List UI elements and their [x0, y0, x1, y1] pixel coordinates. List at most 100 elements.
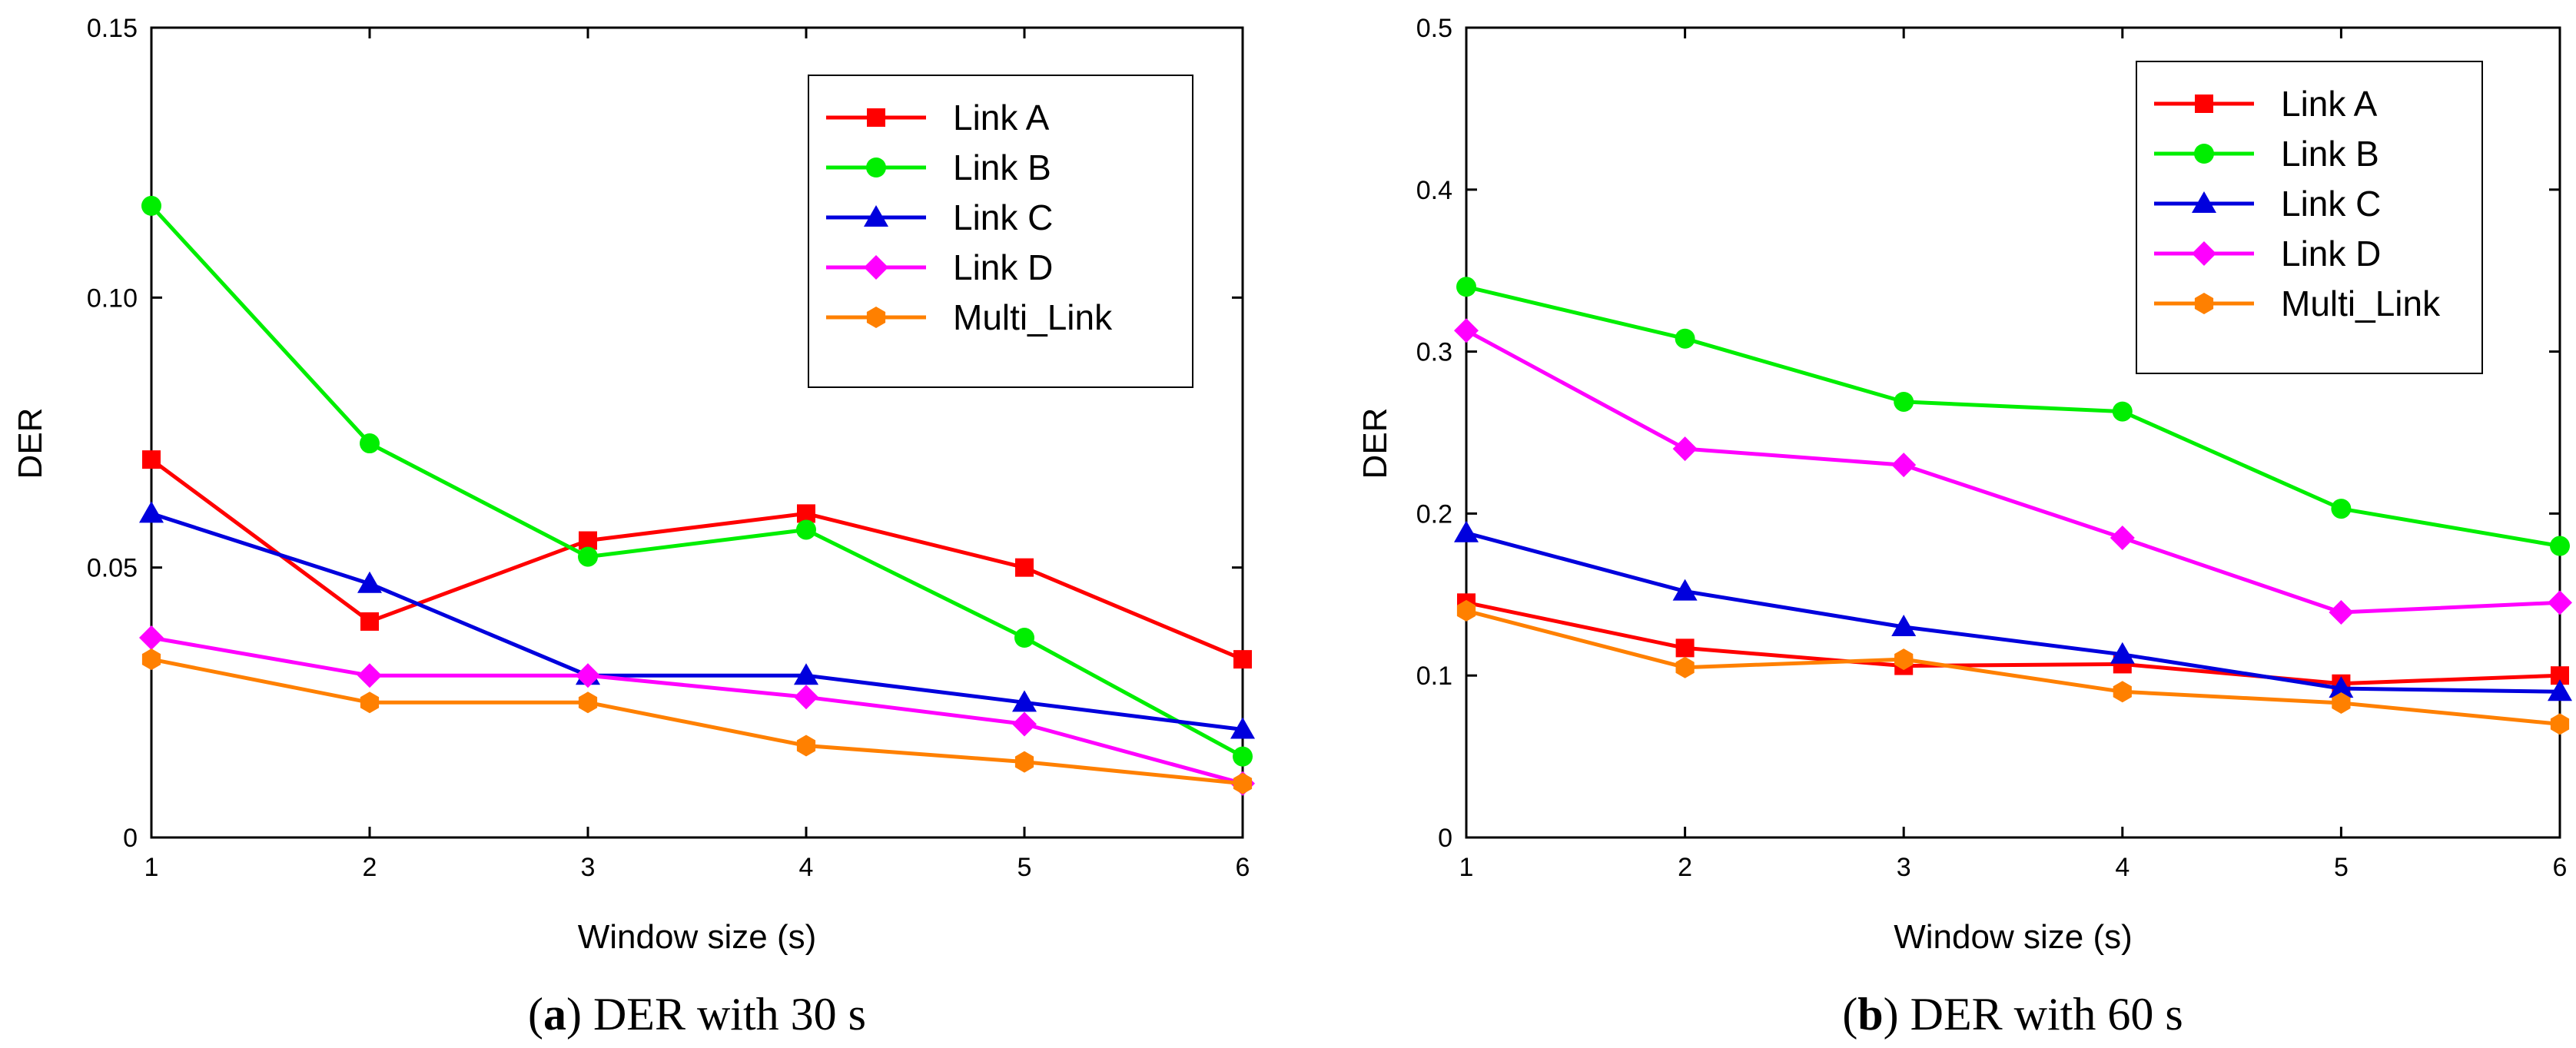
- data-point: [360, 612, 379, 631]
- legend-marker: [864, 255, 888, 280]
- series-line: [150, 458, 1243, 662]
- data-point: [1014, 751, 1034, 773]
- y-tick-label: 0: [123, 824, 138, 853]
- series-link-b: [141, 195, 1253, 767]
- data-point: [2550, 713, 2570, 735]
- series-line: [1466, 284, 2561, 549]
- series-line: [151, 657, 1243, 786]
- series-link-b: [1456, 277, 2570, 556]
- series-multi-link: [141, 648, 1253, 794]
- legend-entry: Link B: [826, 148, 1051, 187]
- legend-marker: [2195, 95, 2213, 113]
- series-line: [150, 204, 1244, 758]
- y-tick-label: 0.4: [1416, 176, 1452, 205]
- series-link-a: [142, 450, 1252, 669]
- legend-label: Multi_Link: [953, 297, 1113, 337]
- data-point: [360, 433, 380, 454]
- chart-panel-a: 0 0.05 0.10 0.15 1 2 3 4 5 6 Window size (s) DER Lin…: [12, 14, 1255, 1040]
- x-tick-label: 3: [1897, 853, 1911, 882]
- legend-marker: [866, 307, 886, 328]
- data-point: [141, 195, 161, 216]
- series-line: [1466, 609, 2561, 726]
- data-point: [1015, 558, 1034, 577]
- data-point: [2332, 692, 2351, 714]
- legend: Link A Link B Link C Link D Multi_Link: [808, 75, 1193, 388]
- legend-marker: [867, 108, 885, 127]
- x-tick-label: 5: [1017, 853, 1032, 882]
- y-tick-label: 0.3: [1416, 338, 1452, 367]
- legend-label: Link C: [2281, 184, 2381, 224]
- series-line: [1466, 600, 2561, 686]
- x-tick-label: 4: [2115, 853, 2130, 882]
- legend-label: Multi_Link: [2281, 284, 2441, 323]
- plot-frame: [1465, 26, 2561, 839]
- x-tick-label: 2: [1678, 853, 1692, 882]
- x-tick-label: 3: [581, 853, 596, 882]
- y-axis-label: DER: [1356, 408, 1394, 479]
- legend-box: [808, 75, 1193, 388]
- data-point: [1456, 599, 1476, 622]
- y-tick-label: 0.5: [1416, 14, 1452, 43]
- data-point: [794, 685, 818, 710]
- x-tick-label: 1: [144, 853, 159, 882]
- x-tick-label: 6: [2553, 853, 2568, 882]
- data-point: [1233, 746, 1253, 767]
- data-point: [1672, 579, 1698, 601]
- data-point: [1891, 453, 1917, 478]
- y-tick-label: 0: [1438, 824, 1452, 853]
- data-point: [796, 519, 816, 540]
- legend-marker: [2194, 144, 2214, 164]
- legend-entry: Link C: [826, 197, 1053, 237]
- data-point: [1012, 711, 1037, 737]
- data-point: [1672, 436, 1698, 462]
- data-point: [1675, 656, 1695, 678]
- legend-label: Link B: [953, 148, 1051, 187]
- legend-marker: [864, 205, 888, 227]
- data-point: [141, 648, 161, 671]
- data-point: [1894, 648, 1914, 671]
- x-tick-label: 4: [799, 853, 814, 882]
- legend-marker: [2194, 293, 2214, 314]
- chart-panel-b: 0 0.1 0.2 0.3 0.4 0.5 1 2 3 4 5 6 Window size (s) DER…: [1356, 14, 2572, 1040]
- data-point: [360, 691, 380, 714]
- data-point: [2112, 401, 2133, 422]
- data-point: [142, 450, 161, 469]
- data-point: [139, 501, 164, 523]
- series-line: [151, 512, 1243, 731]
- legend-box: [2136, 61, 2483, 374]
- panel-caption: (b) DER with 60 s: [1842, 989, 2183, 1040]
- data-point: [2329, 599, 2354, 625]
- data-point: [1454, 520, 1479, 542]
- legend-label: Link D: [953, 247, 1053, 287]
- data-point: [1456, 277, 1476, 297]
- legend-marker: [2192, 241, 2216, 266]
- data-point: [578, 691, 598, 714]
- data-point: [1233, 772, 1253, 794]
- y-axis-label: DER: [12, 408, 49, 479]
- data-point: [2113, 681, 2132, 703]
- x-axis-label: Window size (s): [578, 918, 817, 956]
- legend-entry: Link C: [2154, 184, 2381, 224]
- data-point: [2110, 526, 2135, 551]
- legend-label: Link A: [953, 98, 1050, 138]
- legend-entry: Link D: [2154, 234, 2381, 274]
- x-axis-label: Window size (s): [1894, 918, 2133, 956]
- y-tick-label: 0.10: [87, 284, 138, 313]
- y-tick-label: 0.1: [1416, 662, 1452, 691]
- legend-marker: [2192, 191, 2216, 213]
- legend-entry: Multi_Link: [826, 297, 1113, 337]
- data-point: [1230, 717, 1255, 739]
- x-tick-label: 1: [1459, 853, 1474, 882]
- series-link-c: [139, 501, 1255, 739]
- data-point: [1012, 690, 1037, 712]
- series-link-d: [139, 625, 1255, 796]
- legend-label: Link B: [2281, 134, 2379, 174]
- series-line: [151, 635, 1243, 786]
- legend: Link A Link B Link C Link D Multi_Link: [2136, 61, 2483, 374]
- data-point: [2110, 642, 2135, 664]
- legend-label: Link D: [2281, 234, 2381, 274]
- data-point: [1233, 650, 1252, 669]
- y-tick-label: 0.2: [1416, 499, 1452, 529]
- data-point: [2548, 679, 2572, 701]
